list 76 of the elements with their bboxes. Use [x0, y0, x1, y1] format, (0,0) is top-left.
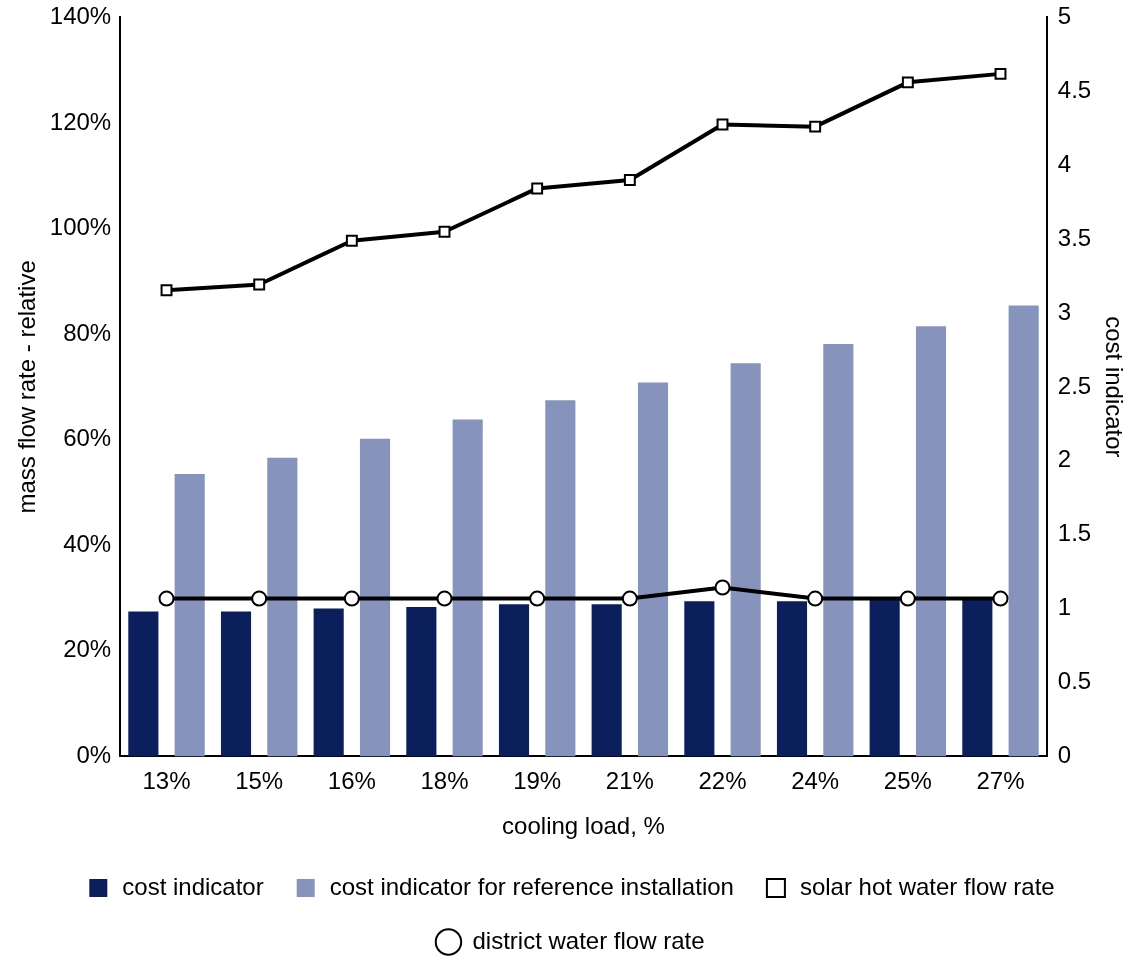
x-tick-label: 21% [605, 767, 654, 795]
bar [591, 604, 622, 757]
bar [406, 607, 437, 757]
point [714, 579, 731, 596]
legend-label: solar hot water flow rate [799, 872, 1055, 900]
y-tick-label: 20% [63, 635, 112, 663]
point [623, 174, 636, 186]
x-tick-label: 16% [327, 767, 376, 795]
bar [730, 363, 761, 757]
y2-tick-label: 4 [1057, 149, 1072, 177]
y-axis-title: mass flow rate - relative [13, 260, 41, 514]
legend-label: cost indicator [122, 872, 264, 900]
bar [174, 474, 205, 757]
point [901, 76, 914, 89]
y-tick-label: 100% [49, 213, 112, 241]
y2-tick-label: 1.5 [1057, 519, 1092, 547]
bar [823, 344, 854, 757]
y-tick-label: 40% [63, 529, 112, 557]
y-tick-label: 0% [76, 741, 112, 769]
legend-label: district water flow rate [472, 926, 705, 954]
y-tick-label: 140% [49, 2, 112, 30]
bar [962, 598, 993, 757]
bar [359, 438, 391, 757]
bar [776, 601, 808, 757]
y2-tick-label: 5 [1057, 2, 1072, 30]
y-tick-label: 60% [63, 424, 112, 452]
y2-tick-label: 4.5 [1057, 75, 1092, 103]
bar [915, 326, 947, 757]
x-axis-title: cooling load, % [502, 812, 665, 840]
point [253, 278, 266, 291]
bar [220, 611, 252, 757]
point [994, 67, 1007, 80]
point [343, 590, 360, 607]
x-tick-label: 13% [142, 767, 191, 795]
y2-tick-label: 3.5 [1057, 223, 1092, 251]
y2-tick-label: 3 [1057, 297, 1072, 325]
point [251, 590, 268, 607]
x-tick-label: 27% [976, 767, 1025, 795]
point [621, 590, 638, 607]
point [160, 284, 173, 297]
bar [637, 382, 669, 757]
bar [313, 608, 344, 757]
x-tick-label: 25% [883, 767, 932, 795]
point [529, 590, 546, 607]
x-tick-label: 18% [420, 767, 469, 795]
point [158, 590, 175, 607]
x-tick-label: 15% [235, 767, 284, 795]
point [807, 590, 824, 607]
y2-tick-label: 0.5 [1057, 667, 1092, 695]
point [438, 225, 451, 238]
bar [1008, 305, 1039, 757]
point [899, 590, 916, 607]
y2-tick-label: 1 [1057, 593, 1072, 621]
point [716, 118, 729, 131]
point [992, 590, 1009, 607]
y2-axis-title: cost indicator [1100, 316, 1128, 458]
point [531, 182, 544, 195]
y2-tick-label: 0 [1057, 741, 1072, 769]
legend-label: cost indicator for reference installation [329, 872, 734, 900]
bar [128, 611, 159, 757]
y2-tick-label: 2 [1057, 445, 1072, 473]
x-tick-label: 19% [513, 767, 562, 795]
bar [498, 604, 530, 757]
y-tick-label: 80% [63, 318, 112, 346]
point [436, 590, 453, 607]
bar [684, 601, 715, 757]
bar [267, 457, 298, 757]
point [345, 234, 358, 247]
x-tick-label: 24% [791, 767, 840, 795]
y2-tick-label: 2.5 [1057, 371, 1092, 399]
bar [545, 400, 576, 757]
y-tick-label: 120% [49, 107, 112, 135]
bar [452, 419, 483, 757]
bar [869, 599, 900, 757]
x-tick-label: 22% [698, 767, 747, 795]
point [809, 120, 822, 133]
